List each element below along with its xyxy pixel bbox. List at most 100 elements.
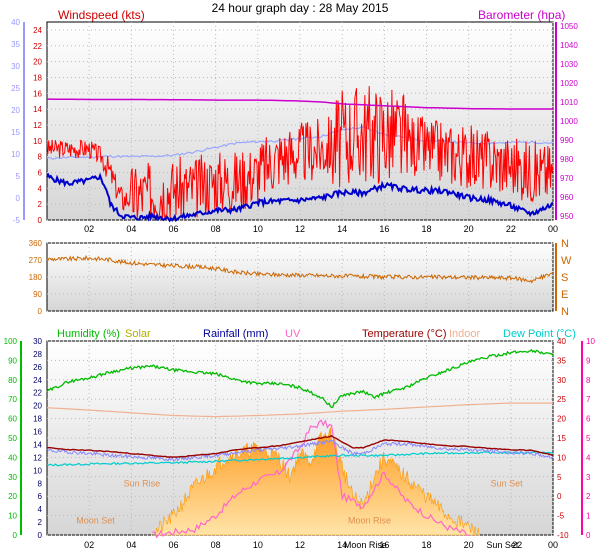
temp-y-tick: 0 [557,492,562,501]
rain-y-tick: 14 [33,440,42,449]
rain-y-tick: 8 [38,479,43,488]
barometer-y-tick: 1050 [560,22,578,31]
temperature-raw-line [46,439,554,462]
humidity-y-tick: 30 [8,473,17,482]
direction-y-tick: 180 [29,273,43,282]
wind-x-tick: 18 [421,224,431,234]
uv-y-tick: 1 [586,512,591,521]
rain-y-tick: 10 [33,466,42,475]
barometer-y-tick: 960 [560,193,574,202]
uv-y-tick: 0 [586,531,591,540]
climate-legend-label: Solar [125,328,151,340]
humidity-y-tick: 90 [8,356,17,365]
uv-y-tick: 4 [586,453,591,462]
uv-y-tick: 10 [586,337,595,346]
direction-series [46,254,554,284]
barometer-y-tick: 1040 [560,41,578,50]
rain-y-tick: 18 [33,415,42,424]
temp-y-tick: 20 [557,415,566,424]
wind-gust-line [46,86,554,221]
wind-x-tick: 14 [337,224,347,234]
uv-y-tick: 9 [586,356,591,365]
temp-y-tick: -5 [557,512,565,521]
climate-x-tick: 20 [464,540,474,550]
uv-line [152,419,469,539]
wind-y-tick: 10 [33,137,42,146]
wind-y-tick: 14 [33,105,42,114]
temp-outer-y-tick: 40 [11,18,20,27]
wind-x-tick: 06 [168,224,178,234]
climate-legend-label: Dew Point (°C) [503,328,576,340]
climate-x-tick: 18 [421,540,431,550]
climate-x-tick: Sun Set [486,540,519,550]
temp-y-tick: 30 [557,376,566,385]
climate-x-tick: 06 [168,540,178,550]
compass-label: S [561,272,568,284]
climate-axes: 1009080706050403020100302826242220181614… [4,337,596,550]
event-annotation: Sun Rise [124,479,161,489]
wind-barometer-panel: Windspeed (kts) Barometer (hpa) 24222018… [11,8,578,234]
wind-axes: 2422201816141210864204035302520151050-51… [11,18,578,234]
wind-series [46,86,554,223]
barometer-y-tick: 970 [560,174,574,183]
rain-y-tick: 4 [38,505,43,514]
climate-x-tick: 02 [84,540,94,550]
wind-x-tick: 16 [379,224,389,234]
temp-outer-y-tick: 5 [16,172,21,181]
climate-annotations: Moon Set Sun Rise Moon Rise Sun Set [76,479,523,526]
direction-y-tick: 360 [29,239,43,248]
uv-y-tick: 6 [586,415,591,424]
temp-outer-y-tick: -5 [13,216,21,225]
climate-x-tick: 04 [126,540,136,550]
rain-y-tick: 2 [38,518,43,527]
barometer-y-tick: 950 [560,212,574,221]
wind-x-tick: 08 [211,224,221,234]
humidity-y-tick: 70 [8,395,17,404]
temp-y-tick: 10 [557,453,566,462]
rain-y-tick: 24 [33,376,42,385]
direction-y-tick: 270 [29,256,43,265]
temp-y-tick: 35 [557,356,566,365]
temp-outer-y-tick: 25 [11,84,20,93]
barometer-y-tick: 980 [560,155,574,164]
humidity-y-tick: 0 [13,531,18,540]
wind-y-tick: 22 [33,42,42,51]
temp-outer-y-tick: 30 [11,62,20,71]
rain-y-tick: 6 [38,492,43,501]
barometer-y-tick: 990 [560,136,574,145]
temp-outer-y-tick: 10 [11,150,20,159]
humidity-y-tick: 50 [8,434,17,443]
climate-x-tick: 08 [211,540,221,550]
wind-average-line [46,172,554,223]
rain-y-tick: 30 [33,337,42,346]
barometer-line [47,98,553,110]
humidity-y-tick: 100 [4,337,18,346]
wind-y-tick: 8 [38,153,43,162]
compass-label: N [561,306,569,318]
climate-x-tick: Moon Rise [344,540,387,550]
wind-x-tick: 12 [295,224,305,234]
wind-y-tick: 16 [33,89,42,98]
direction-y-tick: 90 [33,290,42,299]
wind-x-tick: 22 [506,224,516,234]
climate-legend-label: Temperature (°C) [362,328,446,340]
humidity-y-tick: 20 [8,492,17,501]
rain-y-tick: 0 [38,531,43,540]
barometer-y-tick: 1030 [560,60,578,69]
uv-y-tick: 5 [586,434,591,443]
rain-y-tick: 12 [33,453,42,462]
barometer-legend-label: Barometer (hpa) [478,8,565,22]
temp-outer-y-tick: 15 [11,128,20,137]
compass-label: W [561,255,572,267]
indoor-temperature-line [46,402,553,418]
climate-x-tick: 12 [295,540,305,550]
climate-x-tick: 10 [253,540,263,550]
barometer-y-tick: 1020 [560,79,578,88]
wind-x-tick: 02 [84,224,94,234]
temp-y-tick: 40 [557,337,566,346]
rain-y-tick: 26 [33,363,42,372]
barometer-y-tick: 1010 [560,98,578,107]
